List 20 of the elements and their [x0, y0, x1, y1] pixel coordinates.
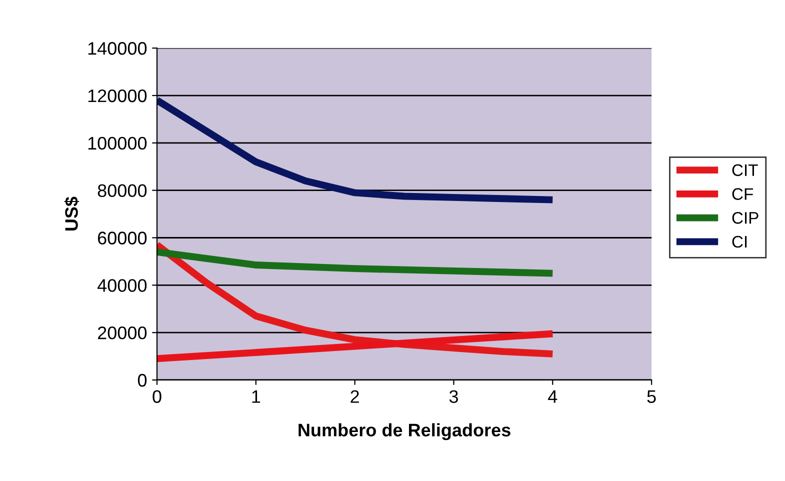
- y-tick-label: 40000: [97, 279, 147, 292]
- y-tick-label: 120000: [88, 89, 147, 102]
- y-tick-label: 0: [138, 374, 147, 387]
- y-axis-title: US$: [64, 196, 80, 231]
- y-tick-label: 100000: [88, 136, 147, 150]
- legend-label: CIT: [732, 164, 758, 176]
- y-tick-label: 140000: [88, 42, 147, 55]
- x-tick-label: 4: [548, 390, 558, 403]
- legend-label: CI: [732, 236, 747, 248]
- x-tick-label: 1: [252, 390, 260, 403]
- x-tick-label: 5: [647, 390, 656, 403]
- legend-label: CIP: [732, 212, 758, 224]
- x-tick-label: 2: [350, 390, 359, 403]
- legend-label: CF: [732, 188, 753, 200]
- x-tick-label: 0: [152, 390, 162, 403]
- y-tick-label: 20000: [98, 326, 147, 340]
- y-tick-label: 80000: [98, 184, 147, 198]
- x-tick-label: 3: [449, 390, 458, 403]
- x-axis-title: Numbero de Religadores: [298, 423, 510, 440]
- y-tick-label: 60000: [98, 232, 147, 244]
